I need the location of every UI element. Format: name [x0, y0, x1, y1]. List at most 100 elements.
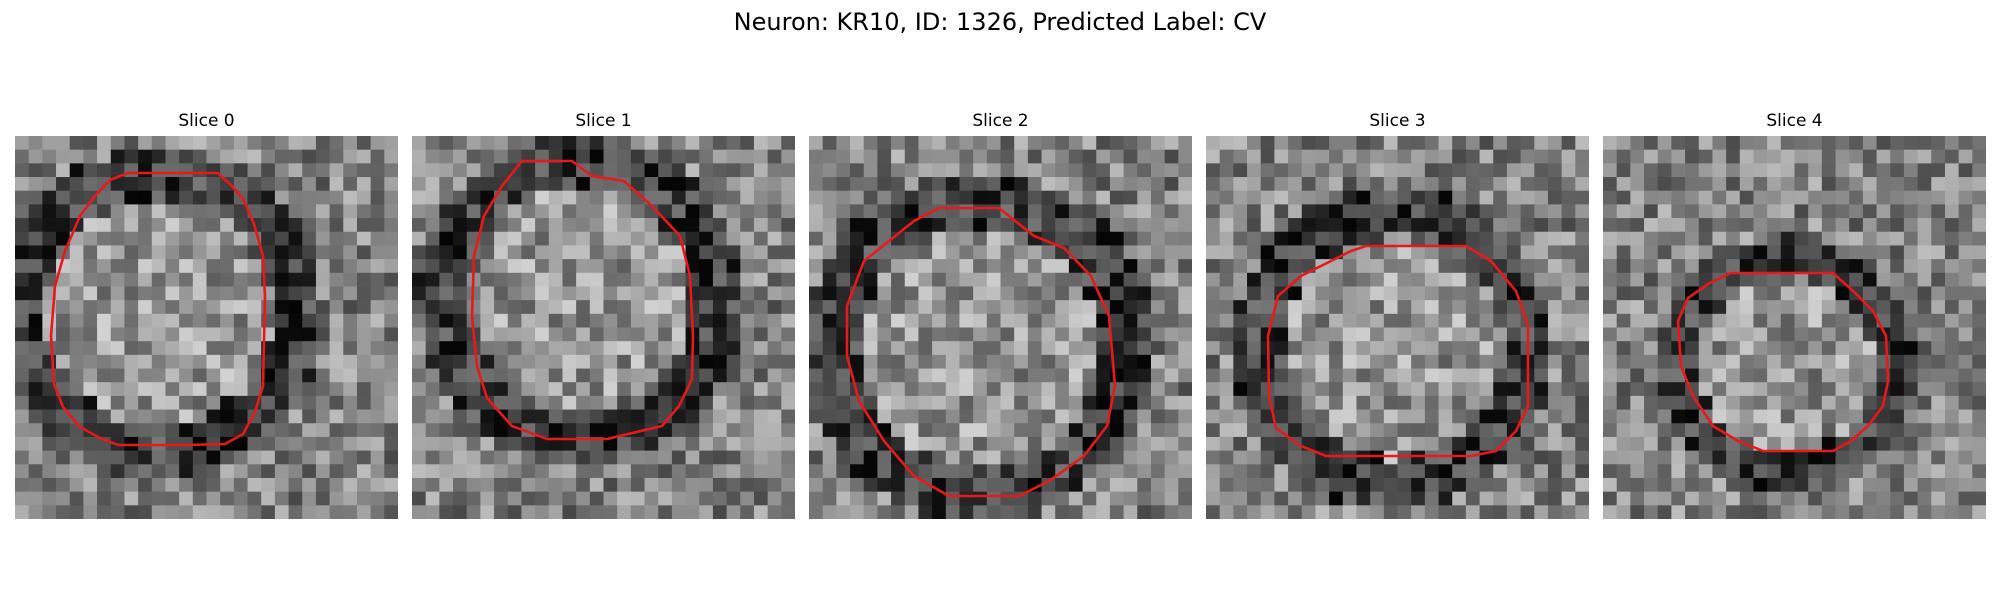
image-pixel — [1534, 450, 1549, 465]
image-pixel — [767, 341, 782, 356]
image-pixel — [56, 286, 71, 301]
image-pixel — [247, 423, 262, 438]
image-pixel — [1890, 423, 1905, 438]
image-pixel — [822, 163, 837, 178]
image-pixel — [630, 409, 646, 424]
image-pixel — [1712, 149, 1727, 164]
image-pixel — [809, 477, 824, 493]
image-pixel — [1534, 177, 1549, 192]
image-pixel — [1383, 272, 1399, 288]
image-pixel — [165, 259, 180, 274]
panel-title: Slice 2 — [972, 111, 1029, 131]
image-pixel — [1575, 163, 1589, 178]
image-pixel — [809, 300, 824, 315]
image-pixel — [1000, 149, 1015, 164]
image-pixel — [1411, 368, 1426, 383]
image-pixel — [384, 163, 398, 178]
image-pixel — [973, 163, 988, 178]
image-pixel — [1096, 259, 1111, 274]
image-pixel — [1000, 409, 1015, 424]
image-pixel — [699, 368, 714, 383]
image-pixel — [1370, 231, 1385, 247]
image-pixel — [507, 477, 523, 493]
image-pixel — [384, 313, 398, 329]
image-pixel — [630, 450, 646, 465]
image-pixel — [1561, 272, 1576, 288]
image-pixel — [1178, 354, 1192, 370]
image-pixel — [1123, 368, 1138, 383]
image-pixel — [1739, 272, 1755, 288]
image-pixel — [740, 218, 755, 233]
image-pixel — [1917, 327, 1932, 342]
image-pixel — [918, 259, 933, 274]
image-pixel — [562, 382, 577, 397]
image-pixel — [370, 491, 385, 506]
image-pixel — [1150, 163, 1166, 178]
image-pixel — [1329, 477, 1344, 493]
image-pixel — [1972, 163, 1986, 178]
image-pixel — [1014, 395, 1029, 411]
image-pixel — [1917, 259, 1932, 274]
image-pixel — [1383, 177, 1399, 192]
image-pixel — [1958, 477, 1973, 493]
image-pixel — [1506, 491, 1522, 506]
image-pixel — [315, 245, 331, 260]
image-pixel — [1000, 245, 1015, 260]
image-pixel — [1137, 354, 1152, 370]
image-pixel — [576, 286, 591, 301]
image-pixel — [1479, 259, 1494, 274]
image-pixel — [302, 327, 317, 342]
image-pixel — [1644, 368, 1659, 383]
image-pixel — [507, 327, 523, 342]
image-pixel — [151, 341, 167, 356]
image-pixel — [1178, 368, 1192, 383]
image-pixel — [15, 163, 30, 178]
image-pixel — [1260, 423, 1275, 438]
image-pixel — [302, 354, 317, 370]
image-pixel — [658, 163, 673, 178]
image-pixel — [617, 149, 632, 164]
image-pixel — [973, 300, 988, 315]
image-pixel — [1958, 149, 1973, 164]
image-pixel — [1178, 300, 1192, 315]
image-pixel — [69, 354, 84, 370]
image-pixel — [247, 313, 262, 329]
image-pixel — [521, 313, 536, 329]
image-pixel — [1233, 218, 1248, 233]
image-pixel — [1109, 436, 1125, 452]
image-pixel — [1000, 163, 1015, 178]
image-pixel — [1561, 259, 1576, 274]
image-pixel — [1726, 368, 1741, 383]
image-pixel — [767, 204, 782, 219]
image-pixel — [494, 423, 509, 438]
image-pixel — [507, 436, 523, 452]
image-pixel — [699, 286, 714, 301]
image-pixel — [1657, 409, 1672, 424]
image-pixel — [1657, 218, 1672, 233]
image-pixel — [1150, 313, 1166, 329]
image-pixel — [671, 149, 687, 164]
image-pixel — [274, 245, 290, 260]
image-pixel — [562, 300, 577, 315]
image-pixel — [658, 436, 673, 452]
image-pixel — [343, 163, 358, 178]
image-pixel — [699, 272, 714, 288]
image-pixel — [1780, 341, 1796, 356]
image-pixel — [110, 382, 126, 397]
image-pixel — [97, 259, 112, 274]
image-pixel — [1890, 136, 1905, 151]
image-pixel — [1547, 272, 1563, 288]
image-pixel — [1753, 231, 1768, 247]
image-pixel — [1657, 136, 1672, 151]
image-pixel — [1739, 327, 1755, 342]
image-pixel — [1862, 218, 1878, 233]
image-pixel — [1123, 491, 1138, 506]
image-pixel — [1726, 354, 1741, 370]
image-pixel — [1958, 382, 1973, 397]
image-pixel — [891, 204, 906, 219]
image-pixel — [370, 423, 385, 438]
image-pixel — [1137, 245, 1152, 260]
image-pixel — [1082, 300, 1097, 315]
image-pixel — [412, 450, 427, 465]
image-pixel — [192, 450, 208, 465]
